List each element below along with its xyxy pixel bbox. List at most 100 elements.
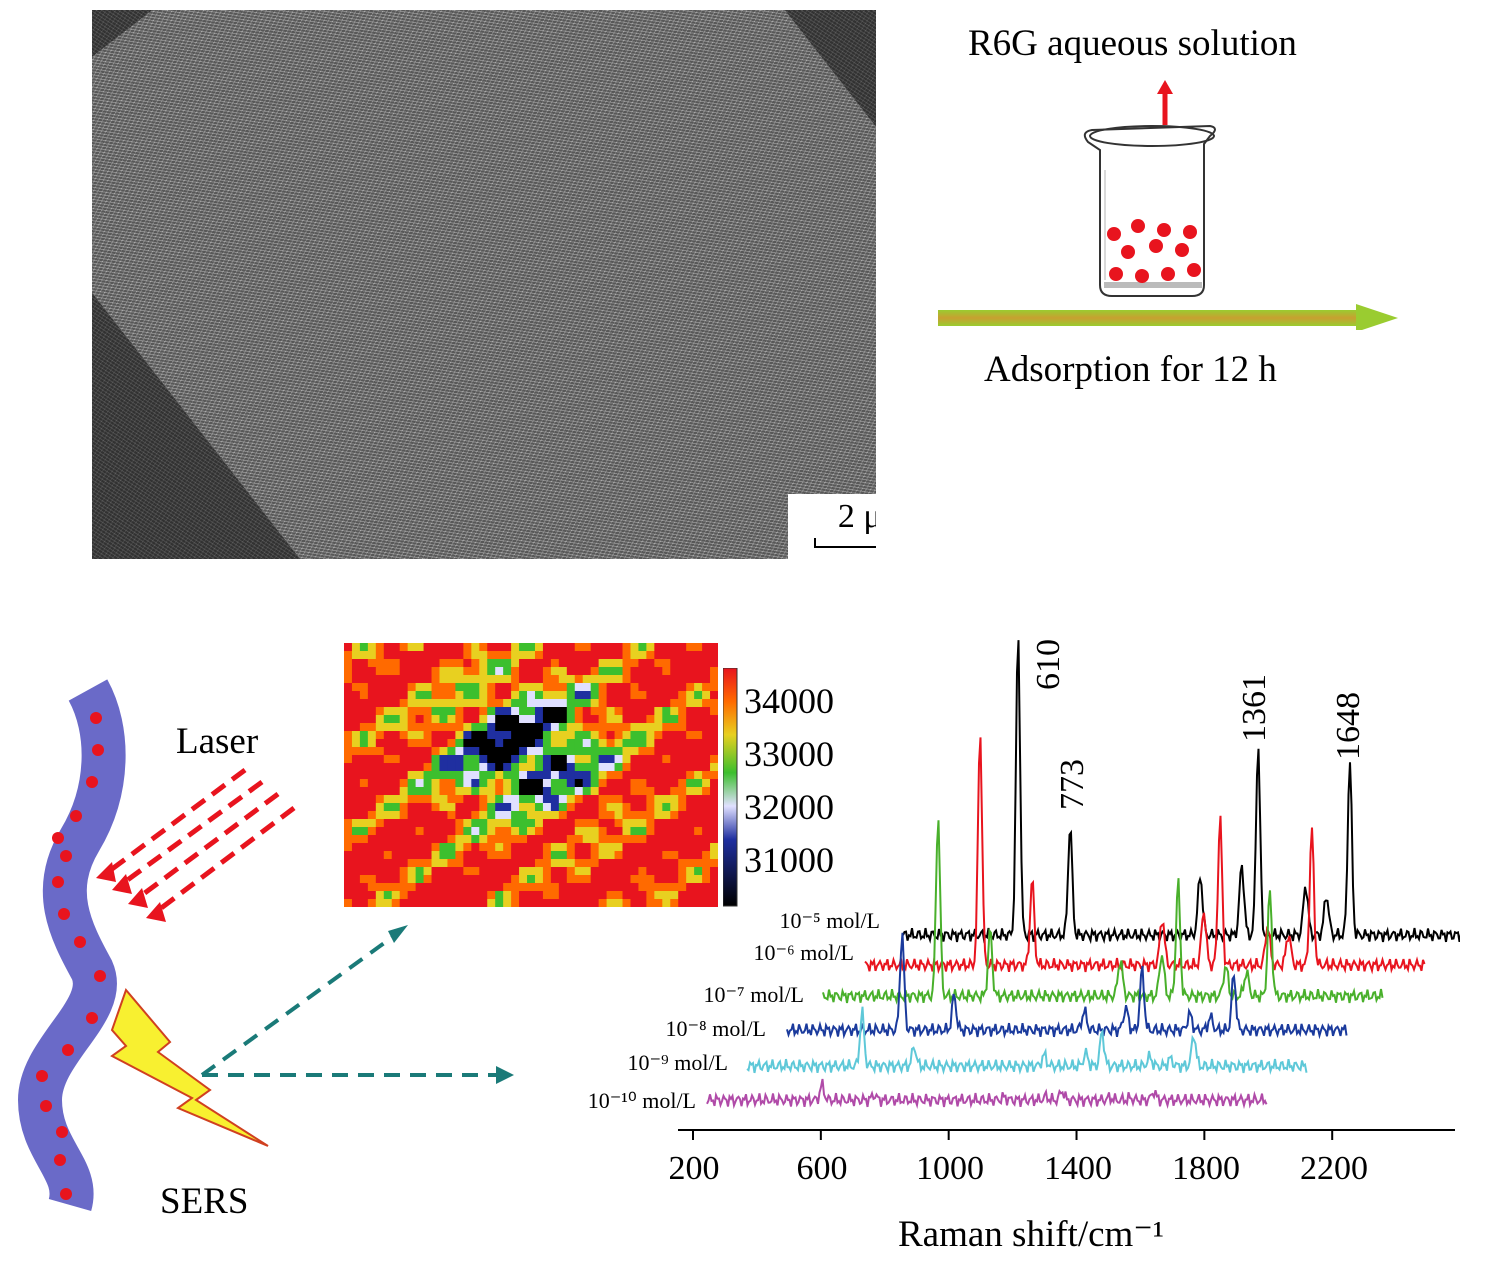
- heatmap-cell: [630, 827, 639, 836]
- heatmap-cell: [367, 803, 377, 812]
- heatmap-cell: [670, 803, 679, 812]
- heatmap-cell: [351, 763, 361, 772]
- heatmap-cell: [574, 755, 584, 764]
- heatmap-cell: [622, 883, 631, 892]
- heatmap-cell: [479, 851, 488, 860]
- heatmap-cell: [614, 819, 624, 828]
- heatmap-cell: [471, 899, 480, 907]
- heatmap-cell: [670, 715, 679, 724]
- heatmap-cell: [566, 787, 576, 796]
- heatmap-cell: [344, 747, 353, 756]
- heatmap-cell: [495, 747, 504, 756]
- heatmap-cell: [415, 819, 425, 828]
- fiber-strand: [17, 679, 126, 1212]
- heatmap-cell: [527, 651, 536, 660]
- heatmap-cell: [375, 763, 385, 772]
- heatmap-cell: [407, 819, 417, 828]
- heatmap-cell: [678, 875, 687, 884]
- heatmap-cell: [359, 851, 369, 860]
- heatmap-cell: [399, 803, 409, 812]
- heatmap-cell: [391, 883, 401, 892]
- heatmap-cell: [503, 811, 512, 820]
- heatmap-cell: [702, 715, 711, 724]
- heatmap-cell: [686, 867, 695, 876]
- heatmap-cell: [710, 691, 718, 700]
- heatmap-cell: [383, 651, 393, 660]
- heatmap-cell: [503, 683, 512, 692]
- heatmap-cell: [471, 835, 480, 844]
- heatmap-cell: [495, 779, 504, 788]
- heatmap-cell: [678, 731, 687, 740]
- heatmap-cell: [407, 747, 417, 756]
- heatmap-cell: [702, 835, 711, 844]
- heatmap-cell: [614, 747, 624, 756]
- heatmap-cell: [646, 811, 655, 820]
- heatmap-cell: [495, 643, 504, 652]
- heatmap-cell: [439, 715, 448, 724]
- heatmap-cell: [646, 867, 655, 876]
- heatmap-cell: [590, 715, 600, 724]
- heatmap-cell: [710, 763, 718, 772]
- heatmap-cell: [710, 755, 718, 764]
- heatmap-cell: [527, 883, 536, 892]
- heatmap-cell: [351, 651, 361, 660]
- heatmap-cell: [383, 819, 393, 828]
- heatmap-cell: [678, 867, 687, 876]
- heatmap-cell: [511, 867, 520, 876]
- heatmap-cell: [630, 835, 639, 844]
- heatmap-cell: [431, 891, 440, 900]
- heatmap-cell: [463, 819, 472, 828]
- heatmap-cell: [590, 819, 600, 828]
- heatmap-cell: [670, 755, 679, 764]
- heatmap-cell: [511, 819, 520, 828]
- heatmap-cell: [662, 811, 671, 820]
- heatmap-cell: [638, 859, 647, 868]
- heatmap-cell: [447, 803, 456, 812]
- heatmap-cell: [606, 891, 616, 900]
- heatmap-cell: [519, 667, 528, 676]
- heatmap-cell: [638, 699, 647, 708]
- heatmap-cell: [367, 875, 377, 884]
- heatmap-cell: [638, 691, 647, 700]
- heatmap-cell: [598, 875, 608, 884]
- heatmap-cell: [534, 739, 544, 748]
- heatmap-cell: [630, 715, 639, 724]
- heatmap-cell: [654, 755, 663, 764]
- heatmap-cell: [678, 811, 687, 820]
- heatmap-cell: [566, 875, 576, 884]
- heatmap-cell: [439, 843, 448, 852]
- heatmap-cell: [479, 763, 488, 772]
- heatmap-cell: [471, 875, 480, 884]
- heatmap-cell: [503, 779, 512, 788]
- heatmap-cell: [646, 683, 655, 692]
- heatmap-cell: [622, 819, 631, 828]
- heatmap-cell: [399, 771, 409, 780]
- heatmap-cell: [630, 795, 639, 804]
- heatmap-cell: [399, 731, 409, 740]
- heatmap-cell: [344, 843, 353, 852]
- heatmap-cell: [590, 827, 600, 836]
- heatmap-cell: [638, 795, 647, 804]
- heatmap-cell: [439, 675, 448, 684]
- heatmap-cell: [646, 851, 655, 860]
- heatmap-cell: [503, 699, 512, 708]
- heatmap-cell: [359, 707, 369, 716]
- heatmap-cell: [463, 787, 472, 796]
- heatmap-cell: [638, 731, 647, 740]
- heatmap-cell: [694, 811, 703, 820]
- heatmap-cell: [582, 739, 592, 748]
- heatmap-cell: [391, 843, 401, 852]
- heatmap-cell: [399, 899, 409, 907]
- heatmap-cell: [702, 643, 711, 652]
- heatmap-cell: [359, 771, 369, 780]
- heatmap-cell: [638, 651, 647, 660]
- heatmap-cell: [686, 827, 695, 836]
- heatmap-cell: [646, 859, 655, 868]
- heatmap-cell: [534, 899, 544, 907]
- heatmap-cell: [662, 723, 671, 732]
- heatmap-cell: [447, 747, 456, 756]
- heatmap-cell: [375, 875, 385, 884]
- heatmap-cell: [407, 659, 417, 668]
- heatmap-cell: [654, 707, 663, 716]
- heatmap-cell: [527, 667, 536, 676]
